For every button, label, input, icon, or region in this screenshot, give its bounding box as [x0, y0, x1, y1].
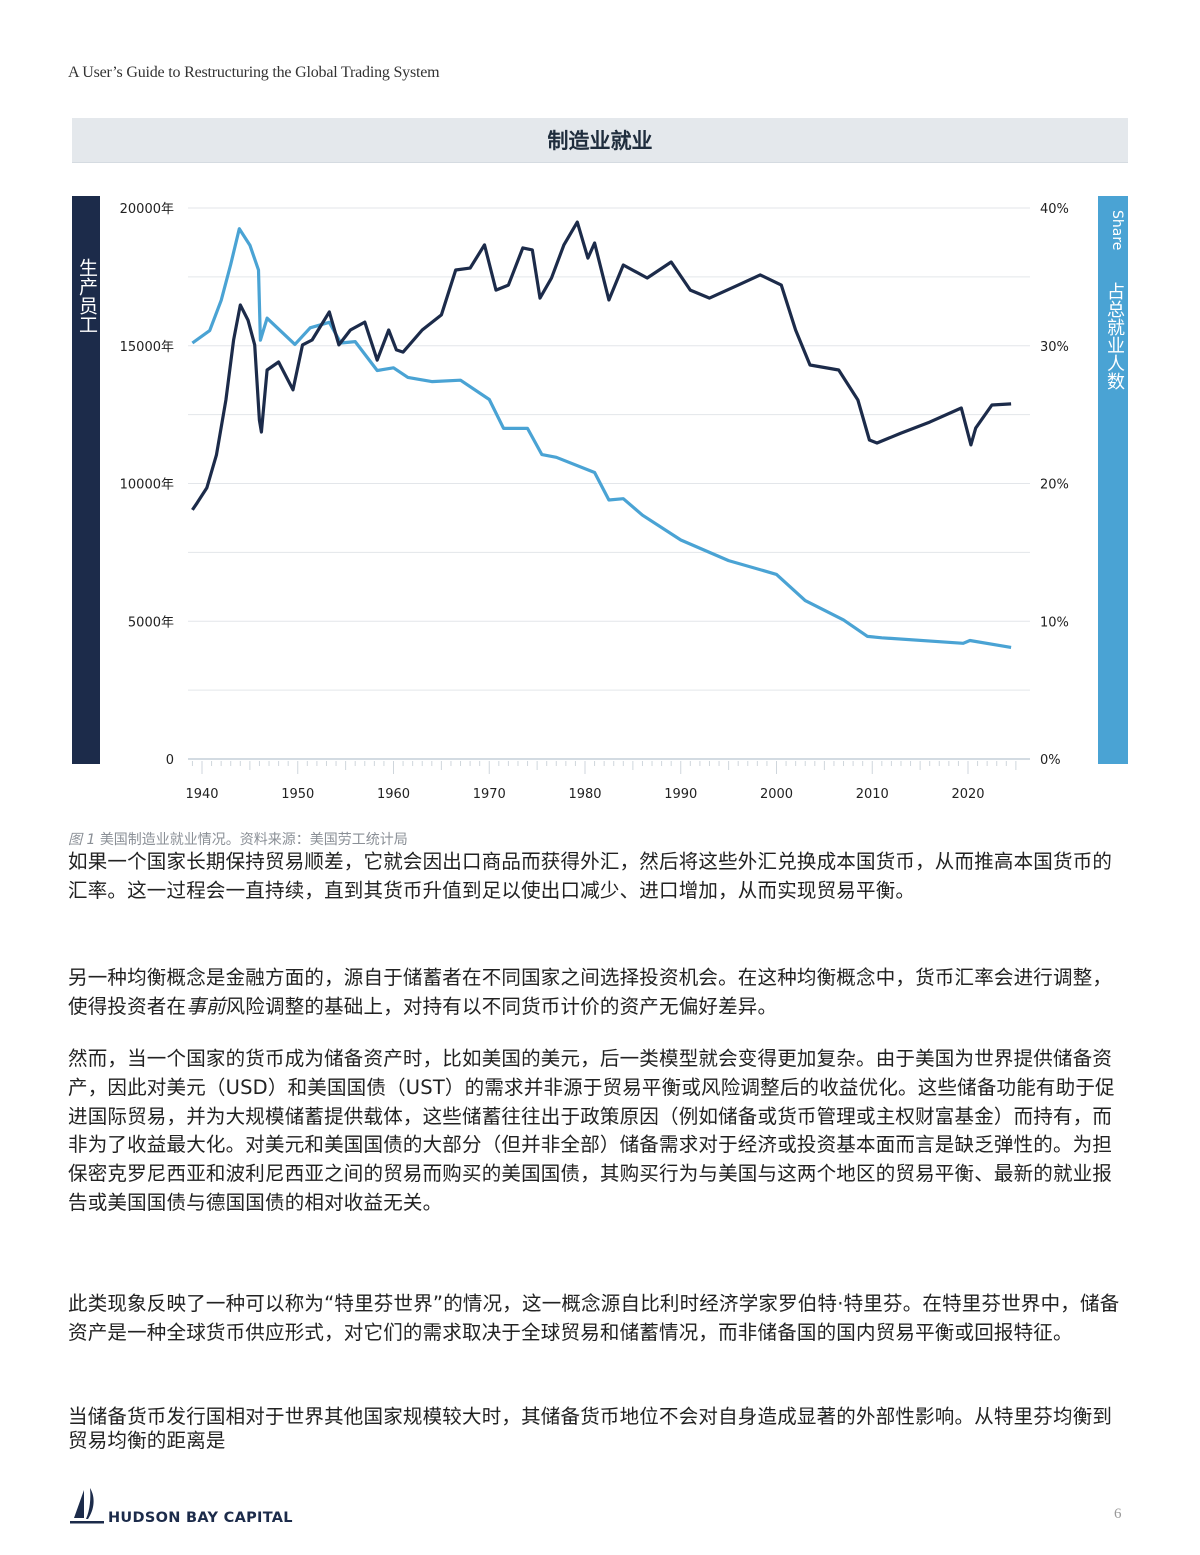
figure-caption: 图 1 美国制造业就业情况。资料来源：美国劳工统计局: [68, 829, 408, 849]
svg-text:1970: 1970: [473, 787, 506, 802]
right-axis-label-zh: 占总就业人数: [1104, 282, 1125, 390]
svg-text:0: 0: [166, 753, 174, 768]
chart-title-bar: 制造业就业: [72, 118, 1128, 163]
svg-text:0%: 0%: [1040, 753, 1061, 768]
paragraph-2: 另一种均衡概念是金融方面的，源自于储蓄者在不同国家之间选择投资机会。在这种均衡概…: [68, 964, 1124, 1022]
page-number: 6: [1114, 1506, 1122, 1522]
paragraph-1: 如果一个国家长期保持贸易顺差，它就会因出口商品而获得外汇，然后将这些外汇兑换成本…: [68, 850, 1113, 902]
left-axis-ticks: 0 5000年 10000年 15000年 20000年: [120, 202, 174, 768]
right-axis-label-en: Share: [1109, 210, 1125, 251]
svg-text:2000: 2000: [760, 787, 793, 802]
x-axis: 1940 1950 1960 1970 1980 1990 2000 2010 2020: [185, 761, 1017, 802]
right-axis-ticks: 0% 10% 20% 30% 40%: [1040, 202, 1069, 768]
svg-text:1950: 1950: [281, 787, 314, 802]
svg-text:40%: 40%: [1040, 202, 1069, 217]
caption-text: 美国制造业就业情况。资料来源：美国劳工统计局: [99, 832, 408, 848]
company-logo: HUDSON BAY CAPITAL: [70, 1488, 293, 1528]
chart-title: 制造业就业: [547, 129, 653, 153]
svg-text:1990: 1990: [664, 787, 697, 802]
chart-gridlines: [188, 207, 1030, 760]
paragraph-5: 当储备货币发行国相对于世界其他国家规模较大时，其储备货币地位不会对自身造成显著的…: [68, 1405, 1113, 1452]
left-axis-band: [72, 196, 100, 764]
employees-line: [191, 220, 1012, 511]
svg-text:20%: 20%: [1040, 478, 1069, 493]
logo-text: HUDSON BAY CAPITAL: [108, 1510, 293, 1526]
svg-text:10000年: 10000年: [120, 478, 174, 493]
svg-text:15000年: 15000年: [120, 340, 174, 355]
paragraph-2-part1: 另一种均衡概念是金融方面的，源自于储蓄者在不同国家之间选择投资机会。在这种均衡概…: [68, 966, 1113, 1018]
svg-text:1960: 1960: [377, 787, 410, 802]
svg-text:1980: 1980: [568, 787, 601, 802]
svg-text:10%: 10%: [1040, 615, 1069, 630]
svg-text:5000年: 5000年: [128, 615, 174, 630]
paragraph-2-part2: 风险调整的基础上，对持有以不同货币计价的资产无偏好差异。: [225, 994, 778, 1018]
svg-text:2010: 2010: [856, 787, 889, 802]
left-axis-label: 生产员工: [76, 258, 98, 334]
paragraph-3: 然而，当一个国家的货币成为储备资产时，比如美国的美元，后一类模型就会变得更加复杂…: [68, 1047, 1115, 1214]
running-header: A User’s Guide to Restructuring the Glob…: [68, 64, 440, 81]
caption-figure-number: 图 1: [68, 832, 96, 848]
svg-text:20000年: 20000年: [120, 202, 174, 217]
share-line: [191, 227, 1012, 649]
sailboat-icon: [70, 1488, 104, 1524]
right-axis-band: [1098, 196, 1128, 764]
svg-text:1940: 1940: [185, 787, 218, 802]
svg-text:30%: 30%: [1040, 340, 1069, 355]
paragraph-2-emphasis: 事前: [186, 994, 226, 1018]
paragraph-4: 此类现象反映了一种可以称为“特里芬世界”的情况，这一概念源自比利时经济学家罗伯特…: [68, 1292, 1120, 1344]
svg-text:2020: 2020: [951, 787, 984, 802]
